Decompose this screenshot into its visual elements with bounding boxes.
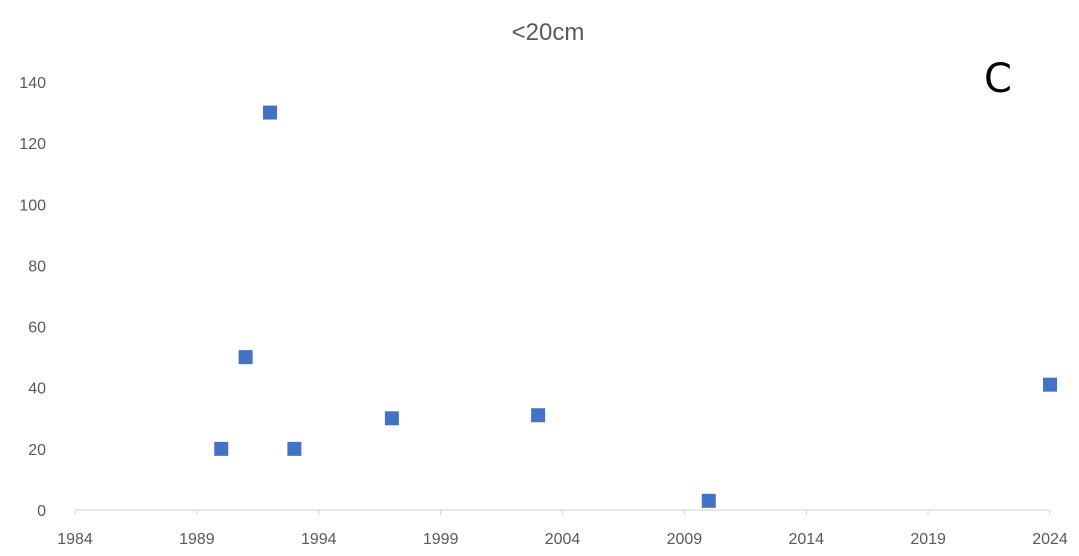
data-point bbox=[701, 493, 716, 508]
x-tick-label: 1994 bbox=[301, 531, 337, 548]
y-tick-label: 0 bbox=[37, 503, 46, 520]
y-tick-label: 40 bbox=[28, 381, 46, 398]
x-tick-label: 2024 bbox=[1032, 531, 1068, 548]
x-tick-label: 2004 bbox=[545, 531, 581, 548]
data-points bbox=[214, 105, 1057, 508]
data-point bbox=[263, 105, 277, 120]
data-point bbox=[1043, 377, 1057, 392]
chart-title: <20cm bbox=[512, 19, 585, 46]
data-point bbox=[531, 408, 546, 423]
x-tick-label: 1984 bbox=[57, 531, 93, 548]
y-tick-label: 120 bbox=[19, 136, 46, 153]
data-point bbox=[214, 441, 229, 456]
x-tick-label: 1989 bbox=[179, 531, 215, 548]
data-point bbox=[287, 441, 302, 456]
x-tick-label: 1999 bbox=[423, 531, 459, 548]
y-tick-label: 140 bbox=[19, 75, 46, 92]
x-tick-label: 2014 bbox=[788, 531, 824, 548]
y-tick-label: 60 bbox=[28, 320, 46, 337]
data-point bbox=[384, 411, 399, 426]
panel-label: C bbox=[984, 56, 1012, 102]
x-axis-ticks: 1984 1989 1994 1999 2004 2009 2014 2019 2024 bbox=[57, 510, 1068, 548]
data-point bbox=[238, 350, 253, 365]
y-axis-ticks: 0 20 40 60 80 100 120 140 bbox=[19, 75, 46, 520]
x-tick-label: 2009 bbox=[667, 531, 703, 548]
y-tick-label: 20 bbox=[28, 442, 46, 459]
x-tick-label: 2019 bbox=[910, 531, 946, 548]
y-tick-label: 100 bbox=[19, 197, 46, 214]
y-tick-label: 80 bbox=[28, 258, 46, 275]
